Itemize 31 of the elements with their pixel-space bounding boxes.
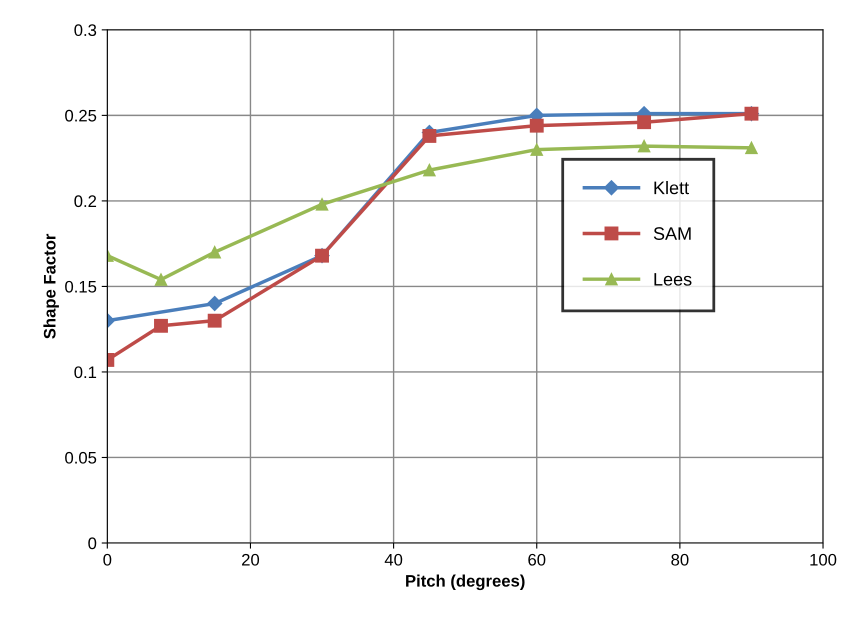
point: [530, 143, 543, 156]
y-tick-label: 0.25: [65, 110, 96, 122]
x-tick-label: 40: [384, 554, 402, 566]
point: [745, 142, 758, 154]
x-tick-label: 60: [528, 554, 546, 566]
point: [423, 164, 436, 176]
y-tick-label: 0.3: [74, 24, 96, 36]
y-tick-label: 0.15: [65, 280, 96, 293]
y-tick-label: 0.2: [74, 195, 96, 208]
x-axis-title: Pitch (degrees): [406, 574, 525, 590]
x-tick-label: 100: [810, 554, 836, 566]
point: [154, 273, 168, 286]
x-tick-label: 0: [103, 554, 112, 566]
legend-label: Klett: [654, 180, 689, 194]
point: [208, 246, 221, 258]
legend-label: SAM: [654, 227, 691, 240]
point: [207, 296, 222, 312]
point: [422, 128, 436, 143]
y-axis-title: Shape Factor: [43, 234, 59, 339]
point: [154, 318, 168, 333]
x-tick-label: 80: [671, 554, 689, 566]
y-tick-label: 0.05: [65, 452, 96, 464]
x-tick-label: 20: [242, 554, 260, 566]
point: [638, 140, 650, 152]
point: [530, 118, 544, 133]
y-tick-label: 0: [88, 537, 96, 550]
y-tick-label: 0.1: [74, 366, 96, 378]
legend-label: Lees: [654, 273, 692, 286]
point: [208, 314, 222, 328]
point: [637, 115, 652, 130]
point: [316, 198, 328, 211]
